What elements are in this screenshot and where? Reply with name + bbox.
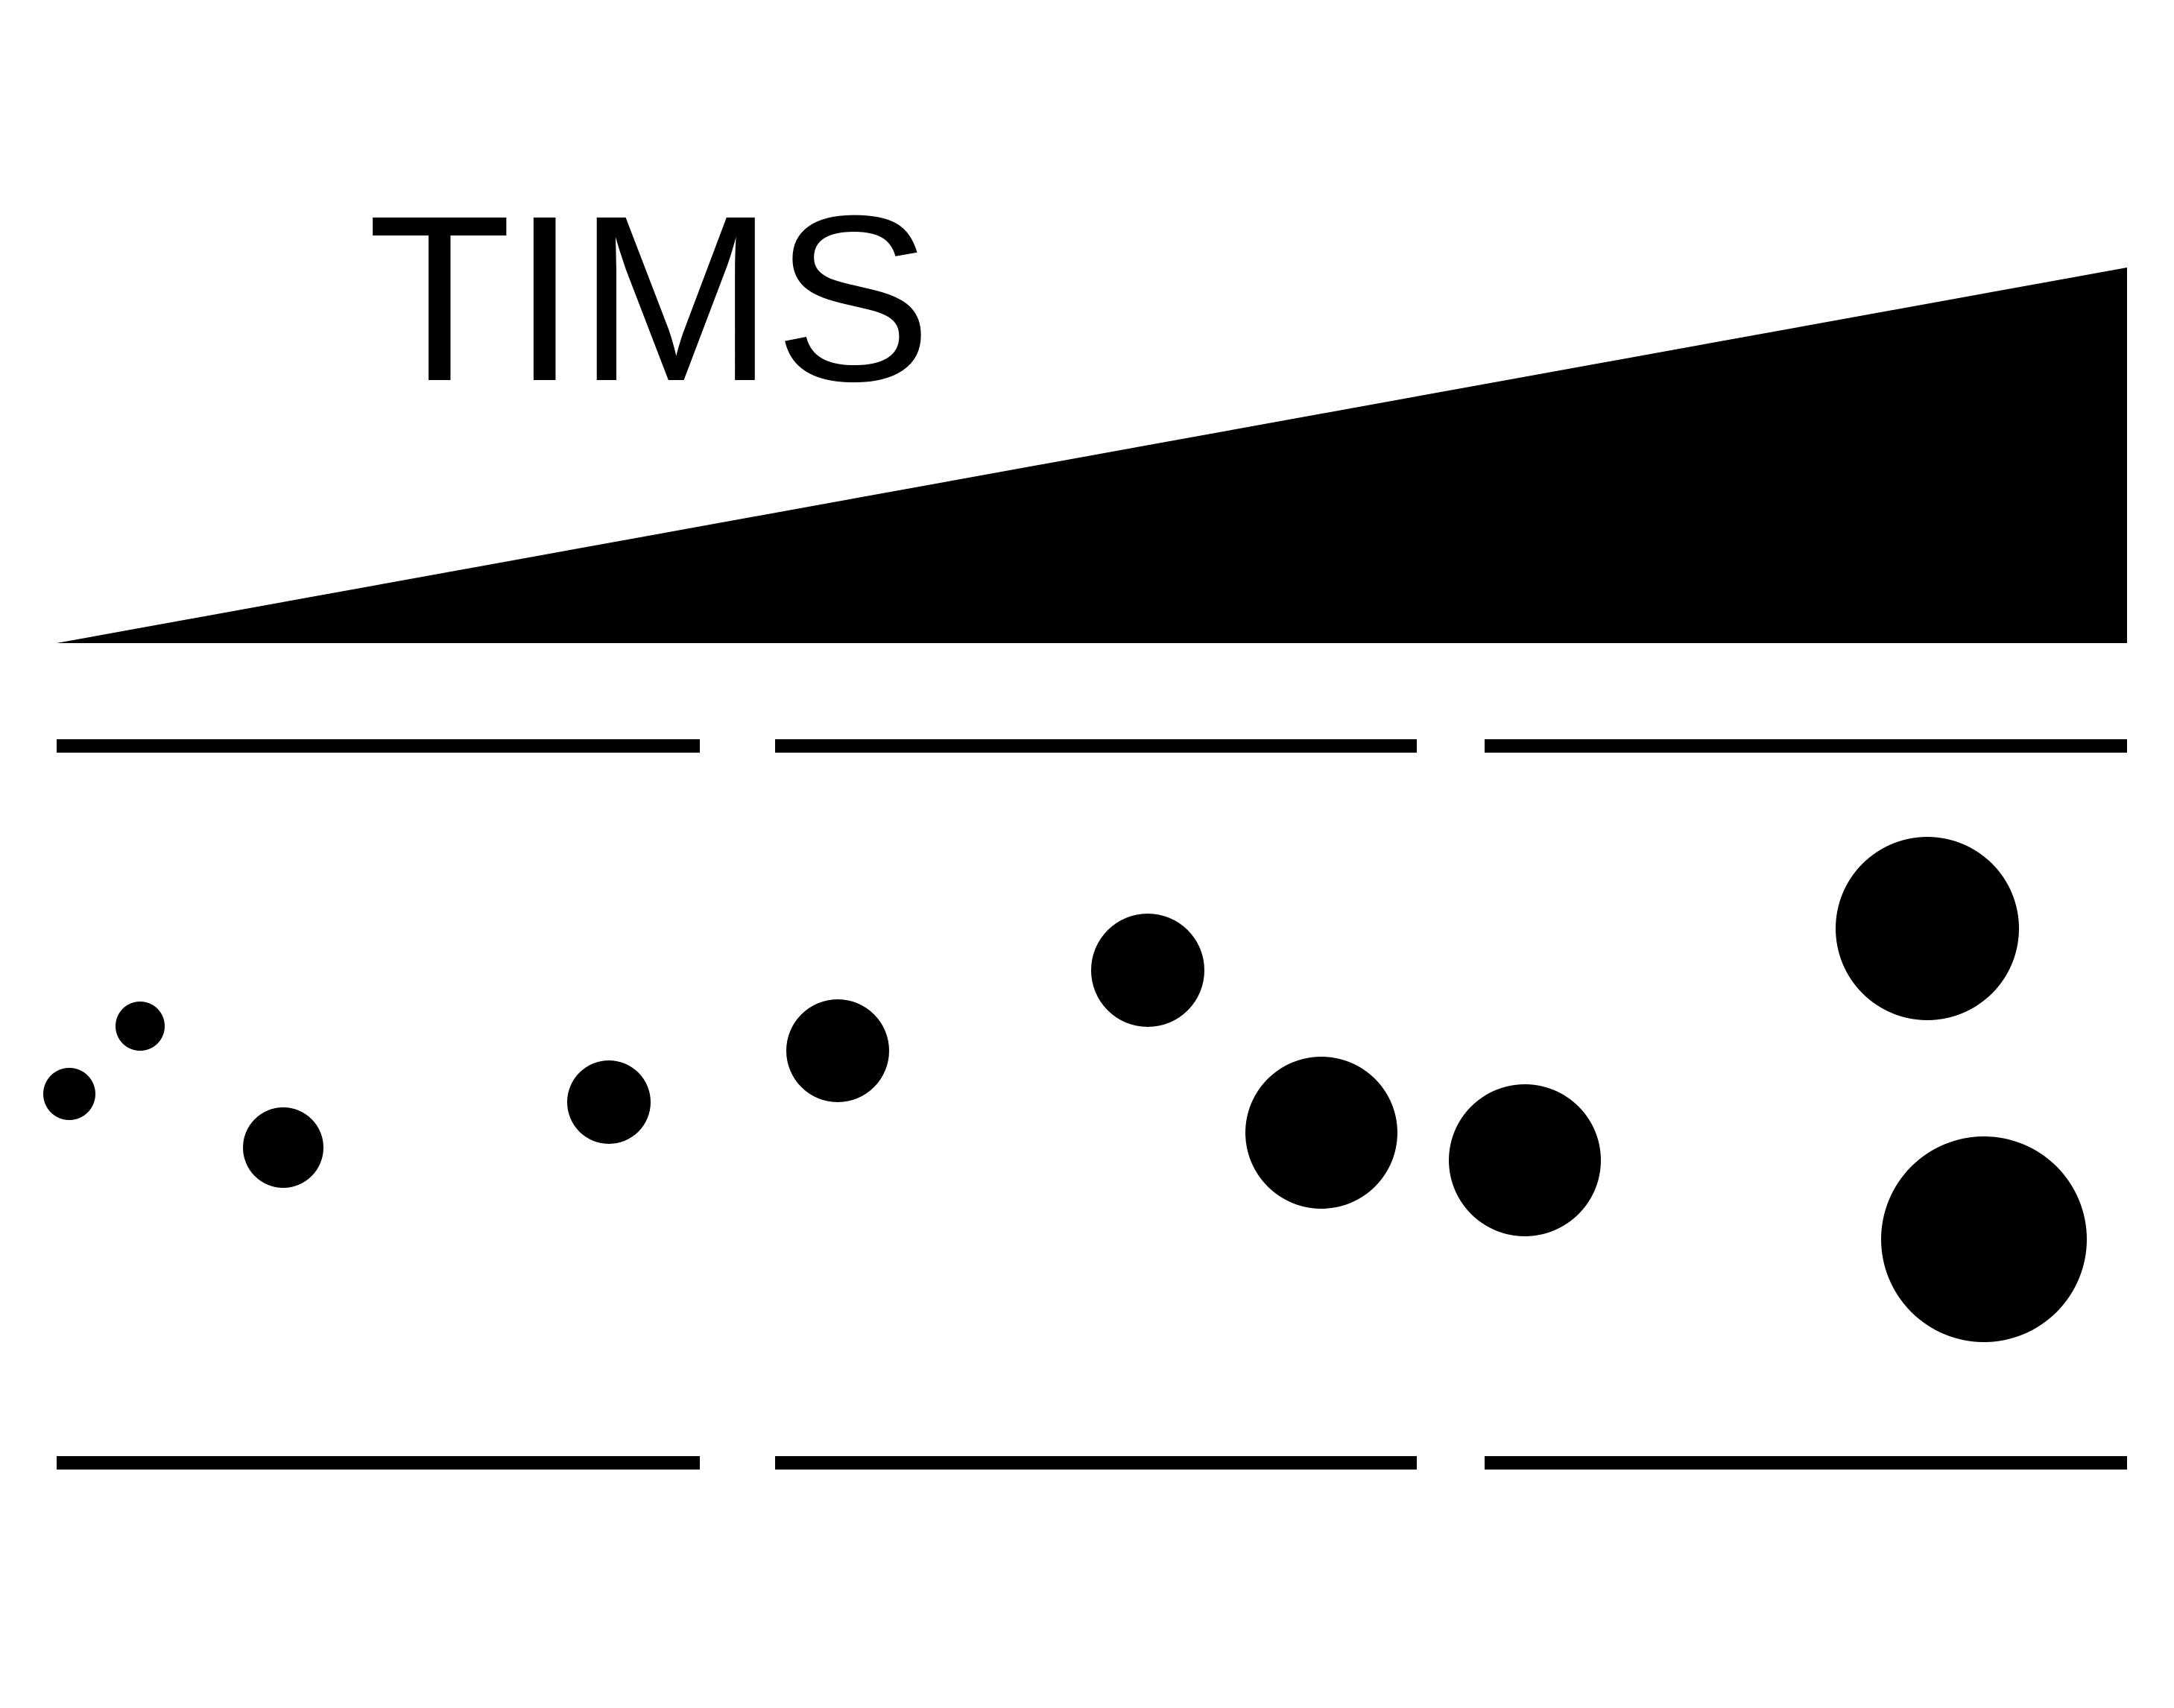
title: TIMS xyxy=(367,167,932,431)
particle xyxy=(1449,1084,1601,1236)
lower-lines xyxy=(57,1456,2127,1470)
wedge xyxy=(57,268,2127,643)
particle xyxy=(43,1068,95,1120)
line xyxy=(57,739,700,753)
particle xyxy=(567,1060,651,1144)
line xyxy=(1485,739,2127,753)
particle xyxy=(786,999,889,1102)
particle xyxy=(1091,914,1204,1027)
particle xyxy=(116,1002,165,1051)
line xyxy=(1485,1456,2127,1470)
particle xyxy=(1245,1057,1397,1209)
line xyxy=(775,1456,1417,1470)
particles xyxy=(43,837,2087,1342)
upper-lines xyxy=(57,739,2127,753)
particle xyxy=(243,1107,323,1188)
line xyxy=(57,1456,700,1470)
line xyxy=(775,739,1417,753)
particle xyxy=(1836,837,2019,1020)
particle xyxy=(1881,1136,2087,1342)
